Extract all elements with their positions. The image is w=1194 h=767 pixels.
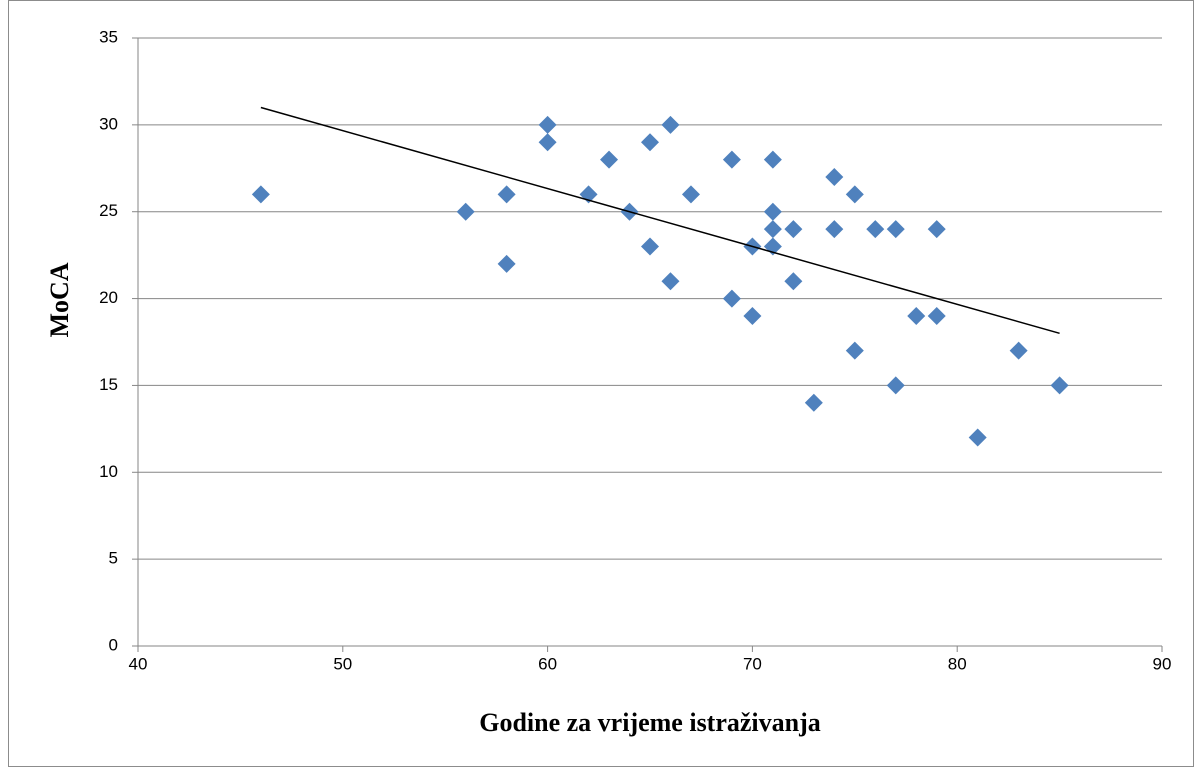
point: [886, 220, 905, 239]
y-tick-label: 30: [99, 114, 118, 133]
x-tick-label: 40: [129, 654, 148, 673]
point: [722, 150, 741, 169]
point: [907, 306, 926, 325]
point: [825, 220, 844, 239]
point: [784, 272, 803, 291]
trend-line: [260, 106, 1060, 335]
point: [497, 254, 516, 273]
point: [927, 220, 946, 239]
point: [538, 115, 557, 134]
y-tick-label: 35: [99, 27, 118, 46]
x-tick-label: 50: [333, 654, 352, 673]
y-tick-label: 20: [99, 288, 118, 307]
point: [1009, 341, 1028, 360]
point: [661, 115, 680, 134]
x-tick-label: 70: [743, 654, 762, 673]
point: [763, 202, 782, 221]
point: [763, 220, 782, 239]
x-axis-title: Godine za vrijeme istraživanja: [479, 708, 821, 737]
point: [825, 167, 844, 186]
point: [845, 341, 864, 360]
point: [661, 272, 680, 291]
point: [600, 150, 619, 169]
point: [784, 220, 803, 239]
y-axis-title: MoCA: [45, 262, 74, 337]
point: [927, 306, 946, 325]
point: [743, 306, 762, 325]
point: [641, 133, 659, 152]
point: [886, 376, 905, 395]
point: [968, 428, 987, 447]
point: [641, 237, 659, 256]
y-tick-label: 25: [99, 201, 118, 220]
point: [456, 202, 475, 221]
y-tick-label: 0: [109, 635, 118, 654]
point: [681, 185, 700, 204]
point: [251, 185, 270, 204]
x-tick-label: 60: [538, 654, 557, 673]
point: [845, 185, 864, 204]
chart-border: [8, 0, 1194, 767]
point: [1050, 376, 1069, 395]
point: [538, 133, 557, 152]
point: [804, 393, 823, 412]
point: [722, 289, 741, 308]
y-tick-label: 15: [99, 375, 118, 394]
y-tick-label: 5: [109, 549, 118, 568]
y-tick-label: 10: [99, 462, 118, 481]
point: [497, 185, 516, 204]
x-tick-label: 90: [1153, 654, 1172, 673]
x-tick-label: 80: [948, 654, 967, 673]
point: [866, 220, 885, 239]
point: [763, 150, 782, 169]
